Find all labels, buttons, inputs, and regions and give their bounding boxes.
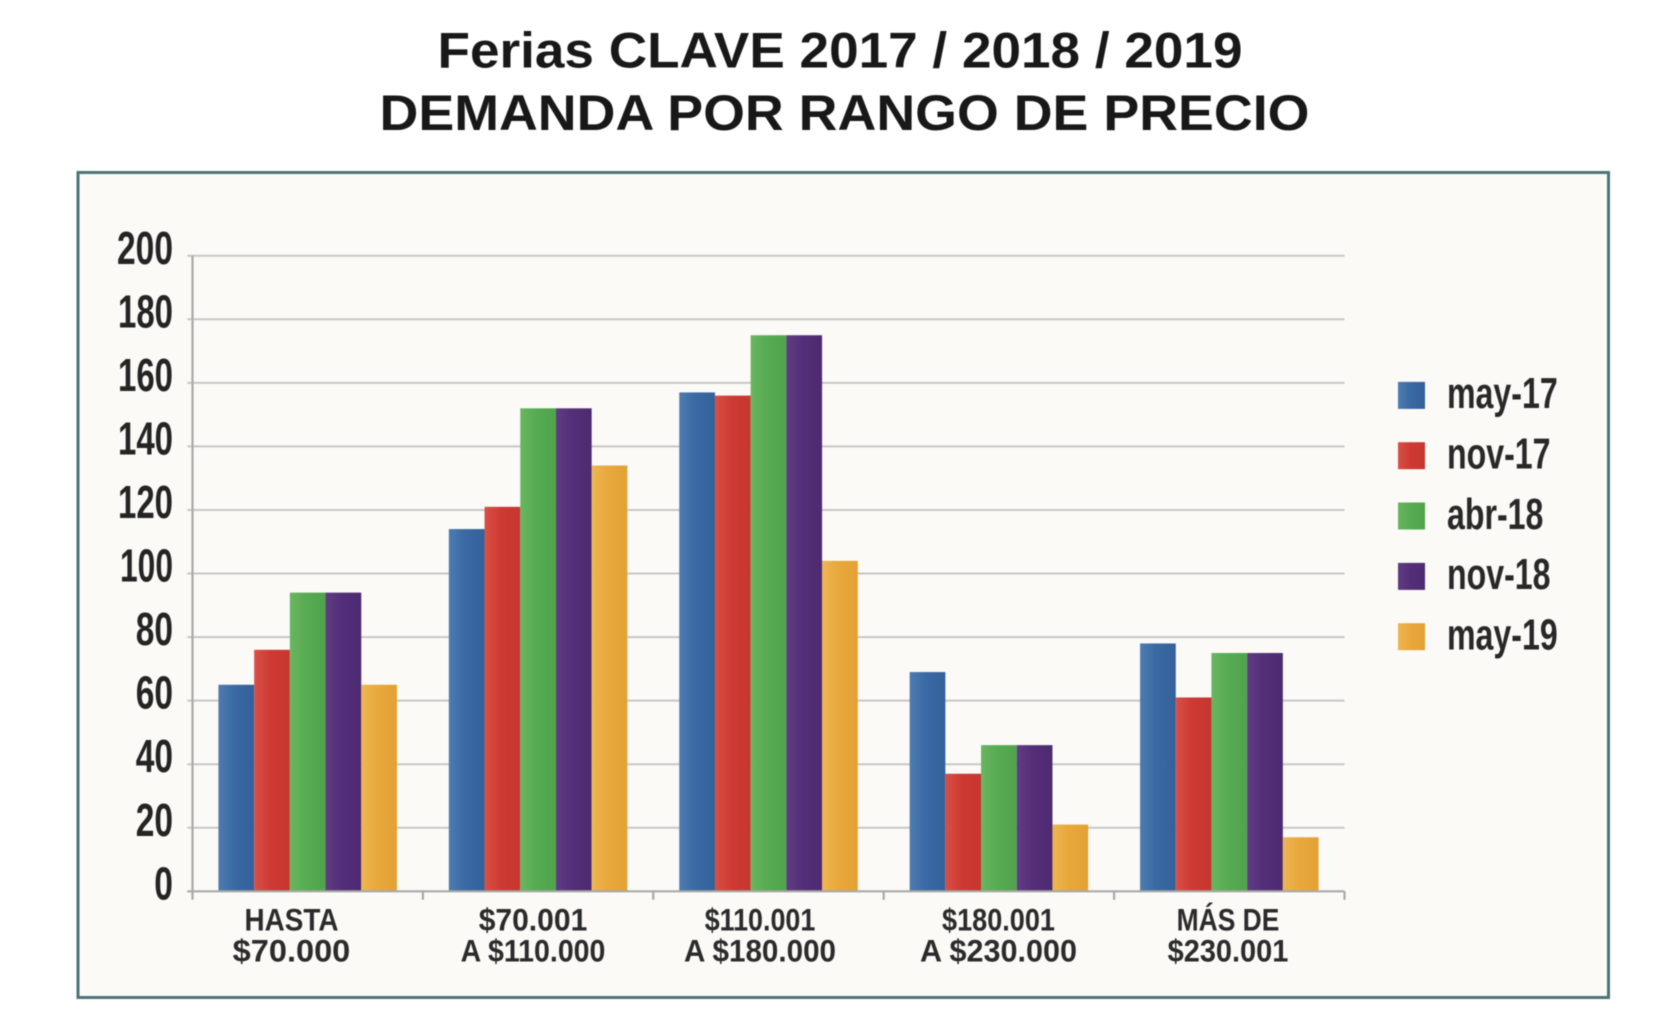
svg-text:may-19: may-19 — [1447, 611, 1558, 660]
svg-text:$230.001: $230.001 — [1168, 933, 1289, 969]
svg-text:60: 60 — [136, 667, 173, 719]
svg-text:20: 20 — [136, 794, 173, 846]
svg-text:DEMANDA POR RANGO DE PRECIO: DEMANDA POR RANGO DE PRECIO — [380, 85, 1310, 141]
svg-text:HASTA: HASTA — [245, 902, 339, 938]
svg-text:abr-18: abr-18 — [1447, 490, 1543, 539]
svg-text:80: 80 — [136, 603, 173, 655]
svg-text:$110.001: $110.001 — [705, 902, 816, 938]
svg-text:200: 200 — [117, 222, 173, 274]
svg-text:180: 180 — [118, 285, 173, 337]
svg-text:nov-17: nov-17 — [1447, 430, 1551, 479]
svg-text:nov-18: nov-18 — [1447, 550, 1551, 599]
svg-text:$70.001: $70.001 — [479, 902, 588, 938]
svg-text:40: 40 — [136, 730, 173, 782]
svg-text:100: 100 — [120, 540, 173, 592]
svg-text:A $230.000: A $230.000 — [920, 933, 1077, 969]
svg-text:Ferias CLAVE 2017 / 2018 / 201: Ferias CLAVE 2017 / 2018 / 2019 — [438, 23, 1243, 79]
svg-text:120: 120 — [118, 476, 173, 528]
svg-text:MÁS DE: MÁS DE — [1177, 902, 1280, 938]
svg-text:160: 160 — [118, 349, 173, 401]
svg-text:$70.000: $70.000 — [233, 933, 351, 969]
svg-text:may-17: may-17 — [1447, 369, 1558, 418]
svg-text:140: 140 — [118, 412, 173, 464]
svg-text:A $110.000: A $110.000 — [461, 933, 606, 969]
svg-text:0: 0 — [154, 857, 173, 909]
svg-text:$180.001: $180.001 — [942, 902, 1055, 938]
svg-text:A $180.000: A $180.000 — [684, 933, 836, 969]
